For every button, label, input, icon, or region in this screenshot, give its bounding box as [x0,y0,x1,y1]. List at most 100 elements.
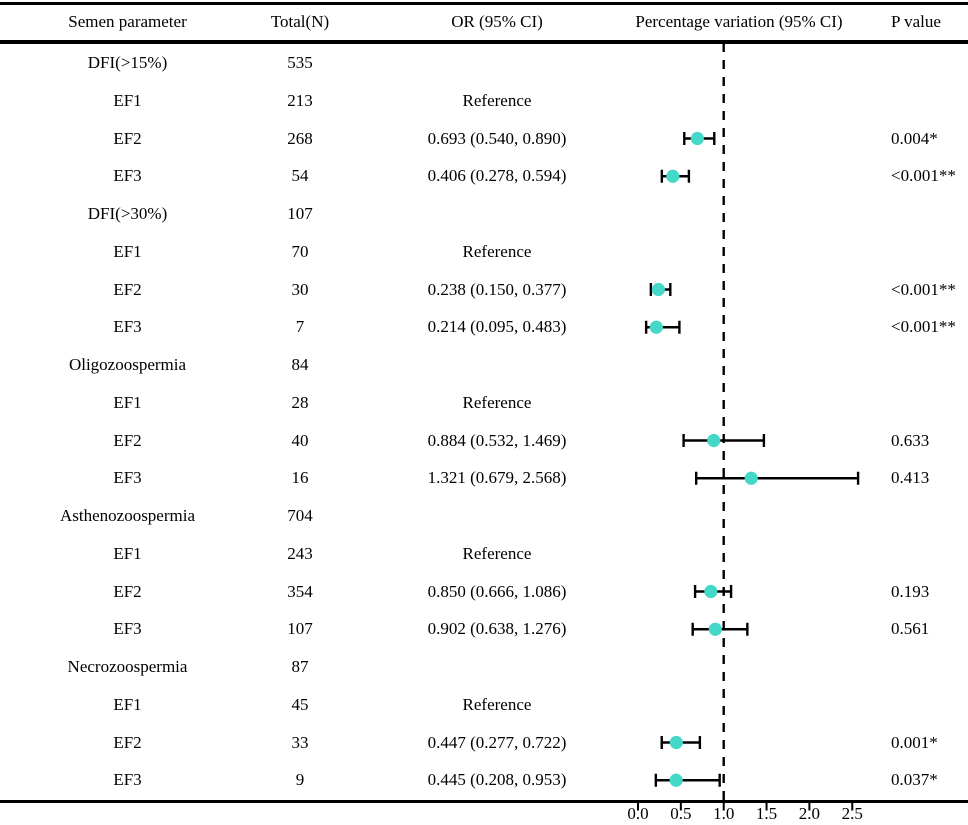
total-cell: 28 [291,392,309,412]
bottom-rule-axis-line [0,800,968,803]
total-cell: 535 [287,53,313,72]
param-cell: Oligozoospermia [68,355,187,374]
total-cell: 33 [291,732,309,752]
param-cell: EF2 [113,128,142,148]
or-ci-cell: 0.693 (0.540, 0.890) [427,128,567,148]
or-ci-cell: 0.902 (0.638, 1.276) [427,619,567,639]
param-cell: EF1 [113,392,142,412]
total-cell: 9 [295,770,305,790]
p-value-cell: 0.633 [891,430,930,450]
total-cell: 107 [287,619,313,639]
param-cell: EF3 [113,619,142,639]
or-ci-cell: 0.238 (0.150, 0.377) [427,279,567,299]
axis-tick-label: 2.5 [841,804,863,823]
param-cell: EF2 [113,279,142,299]
total-cell: 87 [291,657,309,676]
ci-marker [694,471,860,485]
or-ci-cell: 1.321 (0.679, 2.568) [427,468,567,488]
column-header-total-n: Total(N) [270,12,330,31]
p-value-cell: <0.001** [891,166,956,186]
param-cell: DFI(>15%) [87,53,168,72]
ci-marker [691,622,749,636]
param-cell: EF2 [113,732,142,752]
header-rule [0,40,968,44]
or-ci-cell: 0.214 (0.095, 0.483) [427,317,567,337]
total-cell: 16 [291,468,309,488]
ci-marker [644,320,681,334]
total-cell: 30 [291,279,309,299]
point-estimate-dot [669,773,683,787]
or-ci-cell: 0.850 (0.666, 1.086) [427,581,567,601]
axis-tick-label: 2.0 [798,804,821,823]
param-cell: Asthenozoospermia [59,506,196,525]
or-ci-cell: Reference [462,392,532,412]
or-ci-cell: Reference [462,241,532,261]
point-estimate-dot [669,735,683,750]
param-cell: EF3 [113,468,142,488]
p-value-cell: 0.413 [891,468,930,488]
axis-tick-label: 0.5 [670,804,692,823]
total-cell: 40 [291,430,309,450]
axis-tick-label: 0.0 [627,804,649,823]
or-ci-cell: 0.445 (0.208, 0.953) [427,770,567,790]
param-cell: EF1 [113,694,142,714]
p-value-cell: 0.004* [891,128,938,148]
ci-marker [693,584,733,599]
column-header-or-ci: OR (95% CI) [451,12,543,31]
point-estimate-dot [704,584,718,599]
total-cell: 268 [287,128,313,148]
axis-tick-label: 1.5 [755,804,778,823]
param-cell: EF1 [113,543,142,563]
point-estimate-dot [744,471,758,485]
param-cell: EF2 [113,430,142,450]
param-cell: EF3 [113,166,142,186]
column-header-percentage-variation: Percentage variation (95% CI) [635,12,843,31]
p-value-cell: 0.561 [891,619,930,639]
total-cell: 54 [291,166,309,186]
total-cell: 354 [287,581,313,601]
total-cell: 7 [295,317,305,337]
param-cell: EF2 [113,581,142,601]
or-ci-cell: Reference [462,543,532,563]
total-cell: 243 [287,543,313,563]
ci-marker [654,773,721,787]
param-cell: EF1 [113,241,142,261]
or-ci-cell: 0.884 (0.532, 1.469) [427,430,567,450]
point-estimate-dot [649,320,663,334]
ci-marker [682,433,766,448]
total-cell: 70 [291,241,309,261]
p-value-cell: <0.001** [891,317,956,337]
total-cell: 213 [287,90,313,110]
total-cell: 45 [291,694,309,714]
or-ci-cell: Reference [462,694,532,714]
total-cell: 84 [291,355,309,374]
or-ci-cell: Reference [462,90,532,110]
column-header-semen-parameter: Semen parameter [68,12,187,31]
column-header-p-value: P value [891,12,941,31]
point-estimate-dot [707,433,721,448]
ci-marker [660,169,691,183]
axis-tick-label: 1.0 [713,804,735,823]
point-estimate-dot [690,131,704,146]
or-ci-cell: 0.406 (0.278, 0.594) [427,166,567,186]
p-value-cell: <0.001** [891,279,956,299]
point-estimate-dot [708,622,722,636]
top-rule [0,2,968,5]
param-cell: EF3 [113,317,142,337]
or-ci-cell: 0.447 (0.277, 0.722) [427,732,567,752]
p-value-cell: 0.001* [891,732,938,752]
param-cell: EF3 [113,770,142,790]
p-value-cell: 0.193 [891,581,930,601]
param-cell: DFI(>30%) [87,204,168,223]
total-cell: 704 [287,506,313,525]
ci-marker [660,735,702,750]
total-cell: 107 [287,204,313,223]
point-estimate-dot [651,282,665,297]
point-estimate-dot [666,169,680,183]
ci-marker [683,131,716,146]
ci-marker [649,282,672,297]
p-value-cell: 0.037* [891,770,938,790]
param-cell: Necrozoospermia [67,657,188,676]
param-cell: EF1 [113,90,142,110]
